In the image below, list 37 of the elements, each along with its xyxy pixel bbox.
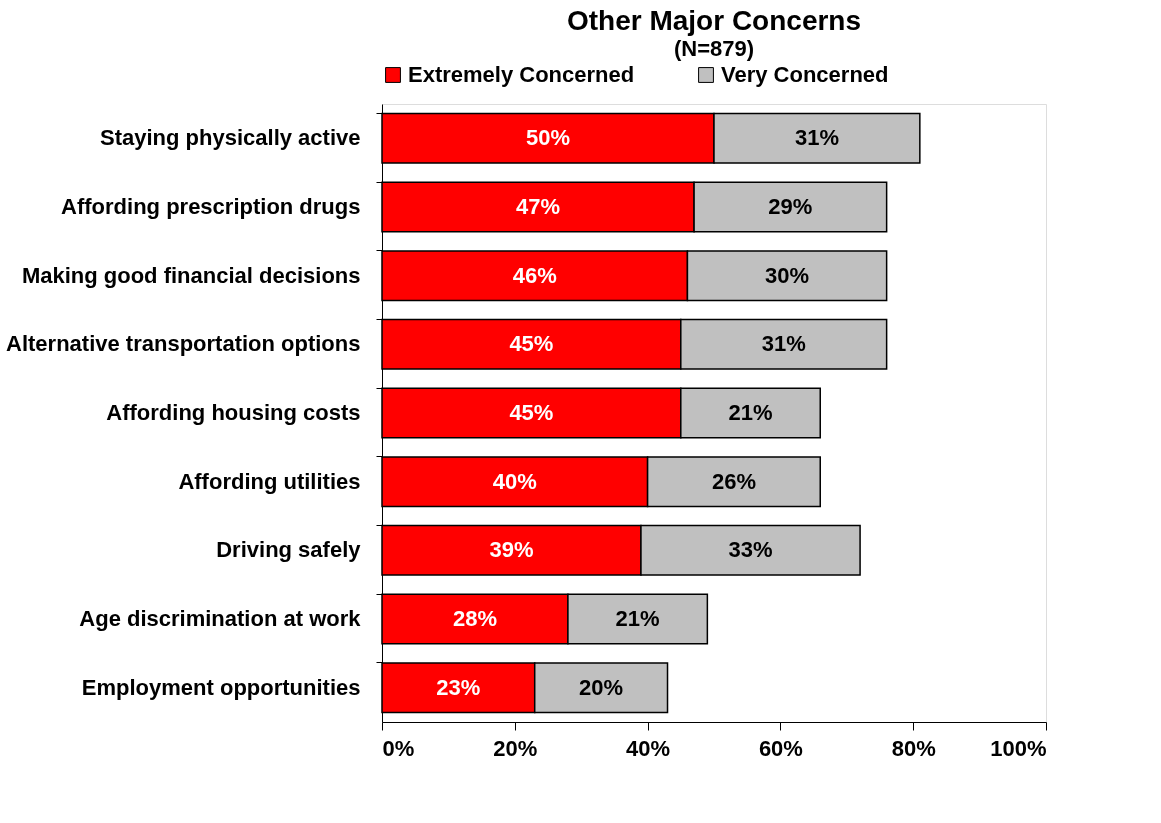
x-tick-label: 40% (626, 735, 671, 761)
legend-label: Very Concerned (721, 62, 889, 87)
x-tick-label: 0% (382, 735, 415, 761)
data-label: 40% (492, 468, 537, 494)
data-label: 30% (765, 262, 810, 288)
chart-title: Other Major Concerns (566, 5, 862, 36)
data-label: 20% (579, 674, 624, 700)
data-label: 21% (728, 400, 773, 425)
y-tick-label: Staying physically active (100, 125, 361, 151)
data-label: 31% (794, 125, 839, 151)
data-label: 46% (512, 262, 557, 288)
data-label: 39% (489, 537, 534, 563)
data-label: 31% (761, 331, 806, 357)
data-label: 33% (728, 537, 773, 563)
legend-label: Extremely Concerned (408, 62, 635, 87)
data-label: 21% (615, 606, 660, 631)
y-tick-label: Affording prescription drugs (61, 194, 361, 219)
y-tick-label: Making good financial decisions (21, 262, 361, 288)
x-tick-label: 20% (493, 735, 538, 761)
x-tick-label: 60% (758, 735, 803, 761)
data-label: 23% (436, 674, 481, 700)
y-tick-label: Employment opportunities (81, 674, 361, 700)
data-label: 50% (525, 125, 571, 151)
data-label: 26% (711, 468, 756, 494)
data-label: 47% (516, 194, 561, 219)
y-tick-label: Affording housing costs (106, 400, 361, 425)
y-tick-label: Alternative transportation options (6, 331, 361, 357)
data-label: 28% (452, 606, 497, 631)
y-tick-label: Age discrimination at work (79, 606, 362, 631)
y-tick-label: Affording utilities (178, 468, 361, 494)
x-tick-label: 80% (891, 735, 936, 761)
x-tick-label: 100% (990, 735, 1047, 761)
y-tick-label: Driving safely (216, 537, 362, 563)
data-label: 29% (768, 194, 813, 219)
chart-subtitle: (N=879) (673, 36, 755, 61)
data-label: 45% (509, 400, 554, 425)
data-label: 45% (509, 331, 554, 357)
